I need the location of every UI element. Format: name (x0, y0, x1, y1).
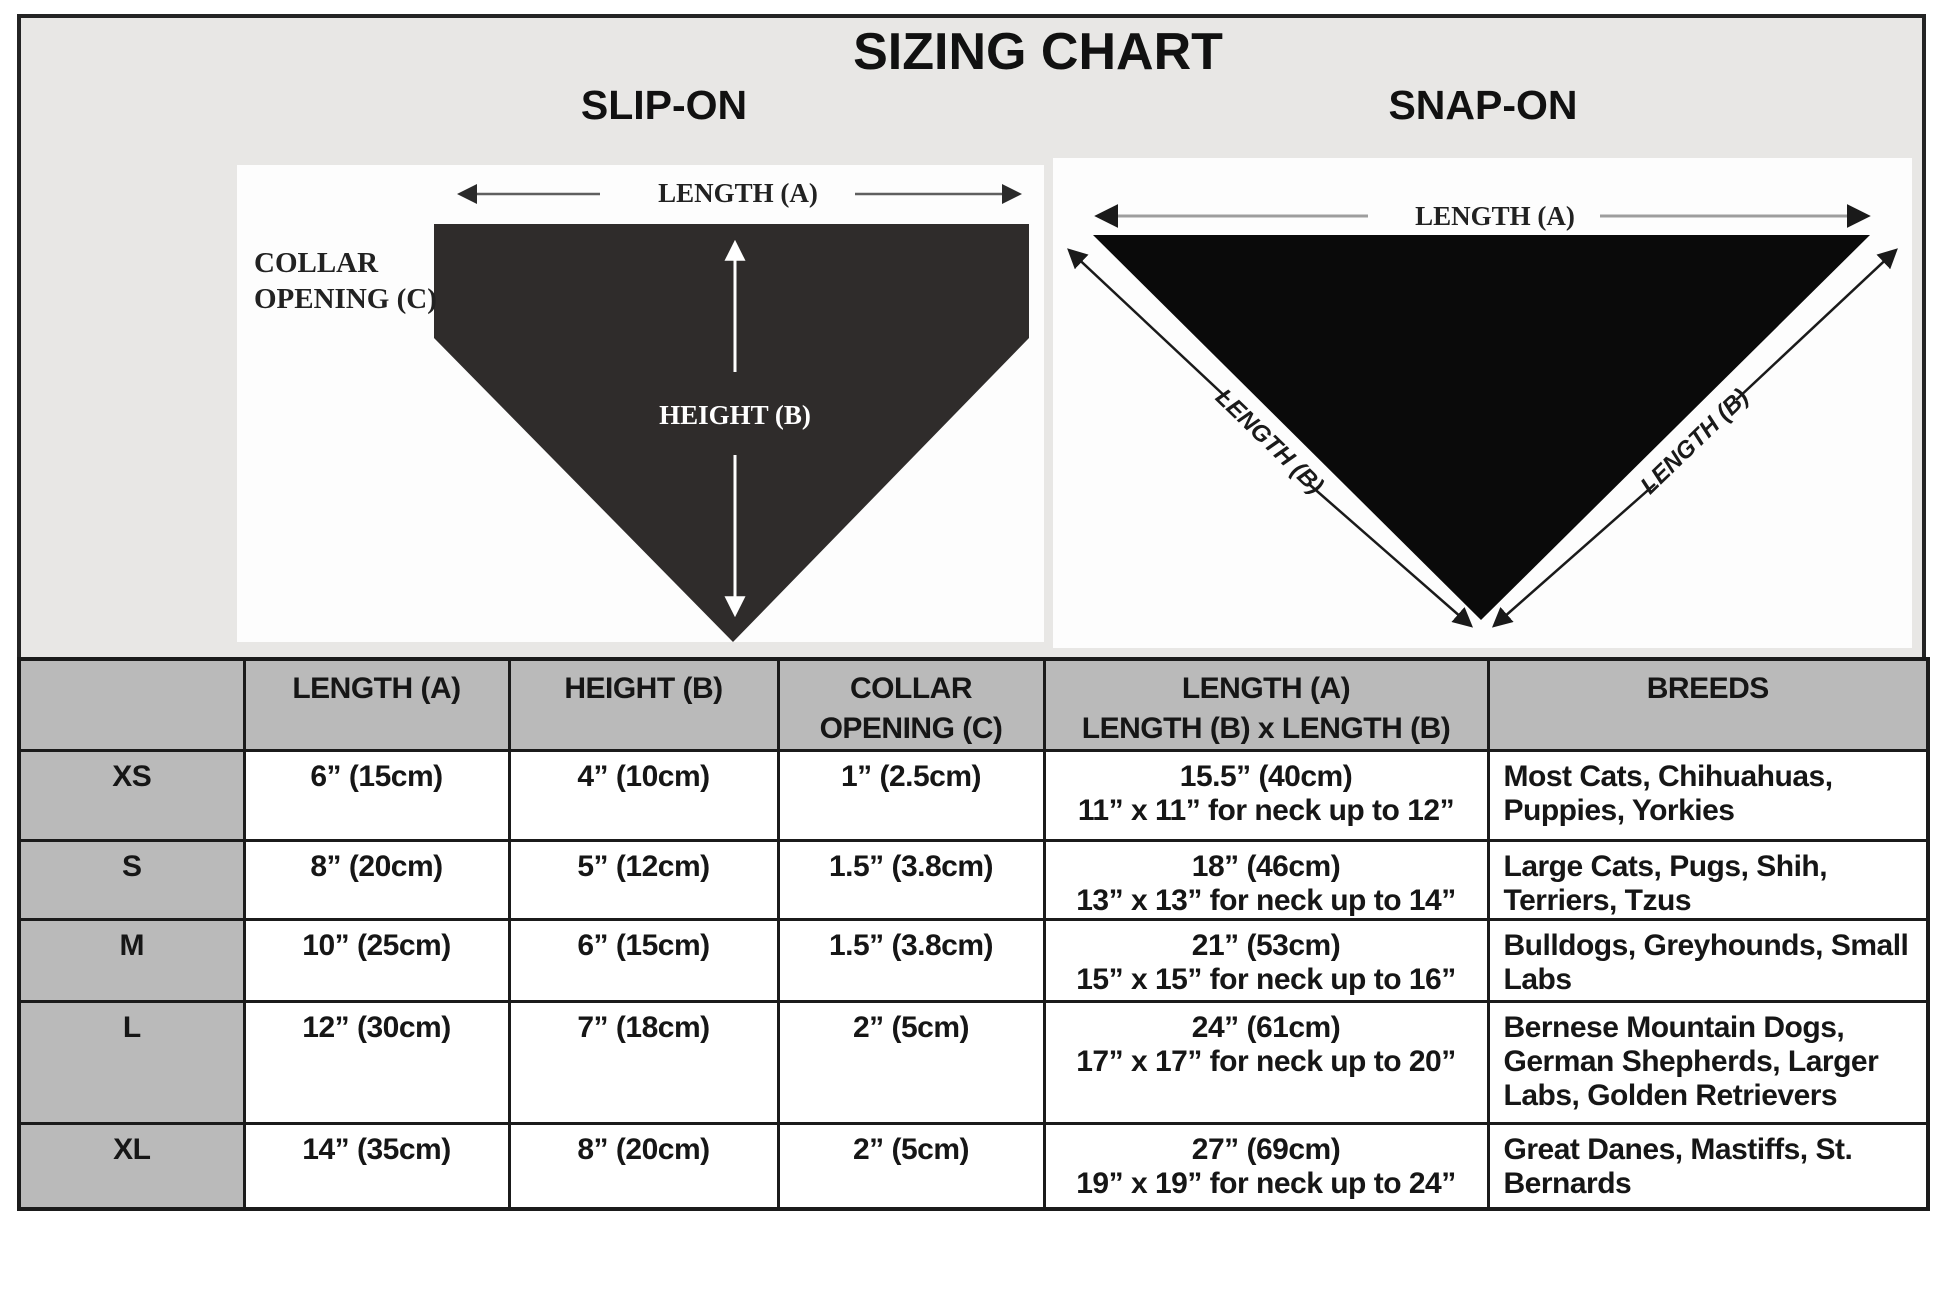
table-row: M 10” (25cm) 6” (15cm) 1.5” (3.8cm) 21” … (17, 918, 1930, 1003)
snap-dimensions-value: 15.5” (40cm) 11” x 11” for neck up to 12… (1042, 749, 1490, 842)
length-a-value: 8” (20cm) (242, 839, 511, 921)
table-row: XS 6” (15cm) 4” (10cm) 1” (2.5cm) 15.5” … (17, 749, 1930, 842)
header-height-b: HEIGHT (B) (507, 657, 780, 752)
snap-neck-value: 15” x 15” for neck up to 16” (1076, 963, 1456, 996)
length-a-value: 14” (35cm) (242, 1122, 511, 1210)
snap-dimensions-value: 24” (61cm) 17” x 17” for neck up to 20” (1042, 1000, 1490, 1125)
table-row: XL 14” (35cm) 8” (20cm) 2” (5cm) 27” (69… (17, 1122, 1930, 1210)
length-a-value: 10” (25cm) (242, 918, 511, 1003)
snap-dimensions-value: 27” (69cm) 19” x 19” for neck up to 24” (1042, 1122, 1490, 1210)
header-collar-opening: COLLAR OPENING (C) (776, 657, 1046, 752)
size-label: XL (17, 1122, 246, 1210)
size-label: M (17, 918, 246, 1003)
snap-on-diagram: LENGTH (A) LENGTH (B) LENGTH (B) (1053, 158, 1912, 648)
length-b-left-lower-arrow (1309, 484, 1474, 628)
height-b-value: 4” (10cm) (507, 749, 780, 842)
slip-on-bandana-shape (434, 224, 1029, 642)
height-b-value: 8” (20cm) (507, 1122, 780, 1210)
snap-length-value: 24” (61cm) (1191, 1011, 1341, 1044)
collar-opening-label: COLLAR OPENING (C) (254, 245, 437, 317)
snap-on-diagram-canvas (1067, 204, 1898, 628)
slip-on-diagram: LENGTH (A) COLLAR OPENING (C) HEIGHT (B) (237, 165, 1044, 642)
collar-opening-value: 1” (2.5cm) (776, 749, 1046, 842)
snap-dimensions-value: 21” (53cm) 15” x 15” for neck up to 16” (1042, 918, 1490, 1003)
header-snap-line2: LENGTH (B) x LENGTH (B) (1081, 712, 1451, 745)
length-b-left-upper-arrow (1067, 248, 1230, 401)
table-header-row: LENGTH (A) HEIGHT (B) COLLAR OPENING (C)… (17, 657, 1930, 752)
header-breeds: BREEDS (1486, 657, 1930, 752)
table-row: L 12” (30cm) 7” (18cm) 2” (5cm) 24” (61c… (17, 1000, 1930, 1125)
slip-length-a-label: LENGTH (A) (658, 178, 818, 208)
size-label: XS (17, 749, 246, 842)
collar-opening-value: 2” (5cm) (776, 1000, 1046, 1125)
height-b-value: 7” (18cm) (507, 1000, 780, 1125)
breeds-value: Great Danes, Mastiffs, St. Bernards (1486, 1122, 1930, 1210)
slip-on-heading: SLIP-ON (580, 82, 748, 128)
height-b-value: 6” (15cm) (507, 918, 780, 1003)
header-collar-line1: COLLAR (850, 672, 972, 705)
snap-neck-value: 13” x 13” for neck up to 14” (1076, 884, 1456, 917)
header-length-a: LENGTH (A) (242, 657, 511, 752)
snap-neck-value: 17” x 17” for neck up to 20” (1076, 1045, 1456, 1078)
length-a-value: 6” (15cm) (242, 749, 511, 842)
collar-opening-label-line1: COLLAR (254, 247, 379, 279)
length-b-right-upper-arrow (1735, 248, 1898, 401)
breeds-value: Large Cats, Pugs, Shih, Terriers, Tzus (1486, 839, 1930, 921)
breeds-value: Bernese Mountain Dogs, German Shepherds,… (1486, 1000, 1930, 1125)
slip-height-b-label: HEIGHT (B) (659, 400, 811, 430)
length-a-value: 12” (30cm) (242, 1000, 511, 1125)
collar-opening-value: 1.5” (3.8cm) (776, 839, 1046, 921)
breeds-value: Most Cats, Chihuahuas, Puppies, Yorkies (1486, 749, 1930, 842)
header-collar-line2: OPENING (C) (819, 712, 1003, 745)
snap-length-value: 18” (46cm) (1191, 850, 1341, 883)
collar-opening-label-line2: OPENING (C) (254, 283, 437, 315)
length-b-right-lower-arrow (1491, 483, 1656, 628)
header-size (17, 657, 246, 752)
height-b-value: 5” (12cm) (507, 839, 780, 921)
snap-on-heading: SNAP-ON (1388, 82, 1578, 128)
header-snap-line1: LENGTH (A) (1181, 672, 1351, 705)
snap-length-a-label: LENGTH (A) (1415, 201, 1575, 231)
page-title: SIZING CHART (853, 23, 1223, 81)
snap-neck-value: 11” x 11” for neck up to 12” (1077, 794, 1455, 827)
snap-dimensions-value: 18” (46cm) 13” x 13” for neck up to 14” (1042, 839, 1490, 921)
sizing-table: LENGTH (A) HEIGHT (B) COLLAR OPENING (C)… (17, 657, 1930, 1211)
size-label: L (17, 1000, 246, 1125)
snap-on-bandana-shape (1093, 235, 1870, 620)
header-snap-dimensions: LENGTH (A) LENGTH (B) x LENGTH (B) (1042, 657, 1490, 752)
slip-on-diagram-canvas (434, 184, 1029, 642)
snap-length-value: 27” (69cm) (1191, 1133, 1341, 1166)
size-label: S (17, 839, 246, 921)
snap-length-value: 15.5” (40cm) (1179, 760, 1353, 793)
collar-opening-value: 1.5” (3.8cm) (776, 918, 1046, 1003)
snap-length-value: 21” (53cm) (1191, 929, 1341, 962)
table-row: S 8” (20cm) 5” (12cm) 1.5” (3.8cm) 18” (… (17, 839, 1930, 921)
breeds-value: Bulldogs, Greyhounds, Small Labs (1486, 918, 1930, 1003)
collar-opening-value: 2” (5cm) (776, 1122, 1046, 1210)
snap-neck-value: 19” x 19” for neck up to 24” (1076, 1167, 1456, 1200)
